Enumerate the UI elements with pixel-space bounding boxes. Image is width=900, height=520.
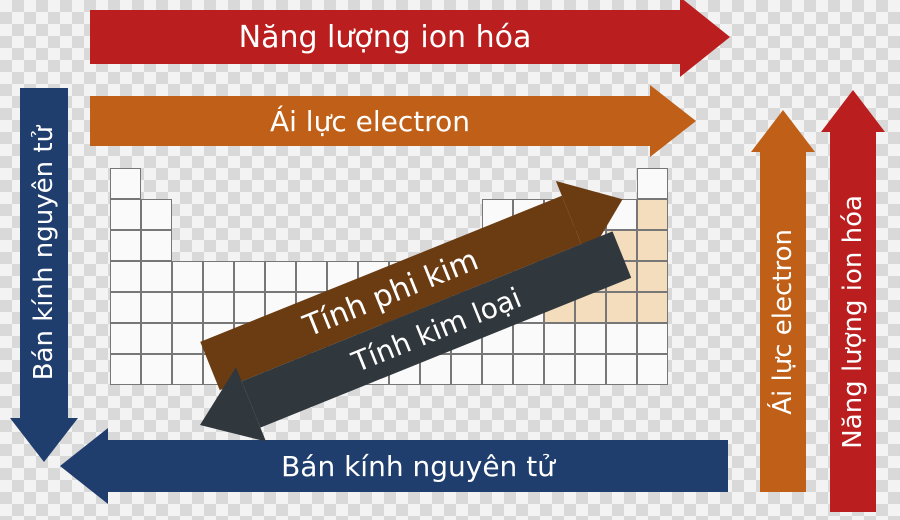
ptable-cell [141, 323, 172, 354]
ptable-cell [637, 199, 668, 230]
ptable-cell [637, 168, 668, 199]
ptable-cell [575, 354, 606, 385]
ptable-cell [482, 354, 513, 385]
ptable-cell [513, 323, 544, 354]
top_red-label: Năng lượng ion hóa [239, 20, 532, 55]
ptable-cell [172, 261, 203, 292]
ptable-cell [606, 323, 637, 354]
left_blue-arrow: Bán kính nguyên tử [20, 88, 68, 462]
ptable-cell [110, 261, 141, 292]
top_red-arrow: Năng lượng ion hóa [90, 10, 730, 64]
ptable-cell [637, 354, 668, 385]
ptable-cell [141, 261, 172, 292]
ptable-cell [141, 199, 172, 230]
ptable-cell [110, 168, 141, 199]
ptable-cell [203, 261, 234, 292]
right_red-arrow: Năng lượng ion hóa [830, 90, 876, 512]
diagram-canvas: Năng lượng ion hóa Ái lực electron Bán kín… [0, 0, 900, 520]
up-arrowhead-icon [751, 110, 815, 152]
left_blue-label: Bán kính nguyên tử [29, 126, 59, 380]
ptable-cell [637, 261, 668, 292]
ptable-cell [141, 230, 172, 261]
right_orange-arrow: Ái lực electron [760, 110, 806, 492]
ptable-cell [296, 261, 327, 292]
ptable-cell [637, 230, 668, 261]
ptable-cell [141, 292, 172, 323]
ptable-cell [513, 354, 544, 385]
ptable-cell [110, 292, 141, 323]
ptable-cell [110, 199, 141, 230]
ptable-cell [172, 292, 203, 323]
ptable-cell [575, 323, 606, 354]
ptable-cell [203, 292, 234, 323]
ptable-cell [141, 354, 172, 385]
right_red-label: Năng lượng ion hóa [838, 195, 868, 449]
ptable-cell [451, 354, 482, 385]
ptable-cell [544, 354, 575, 385]
right_orange-label: Ái lực electron [768, 229, 798, 415]
up-arrowhead-icon [821, 90, 885, 132]
ptable-cell [110, 323, 141, 354]
bottom_blue-label: Bán kính nguyên tử [281, 450, 555, 483]
ptable-cell [172, 323, 203, 354]
ptable-cell [637, 323, 668, 354]
ptable-cell [234, 261, 265, 292]
ptable-cell [606, 354, 637, 385]
bottom_blue-arrow: Bán kính nguyên tử [60, 440, 728, 492]
ptable-cell [637, 292, 668, 323]
right-arrowhead-icon [680, 0, 730, 77]
right-arrowhead-icon [650, 85, 696, 157]
ptable-cell [606, 292, 637, 323]
ptable-cell [544, 323, 575, 354]
ptable-cell [110, 230, 141, 261]
top_orange-label: Ái lực electron [270, 105, 470, 138]
top_orange-arrow: Ái lực electron [90, 96, 696, 146]
ptable-cell [265, 261, 296, 292]
ptable-cell [110, 354, 141, 385]
ptable-cell [172, 354, 203, 385]
down-arrowhead-icon [10, 418, 78, 462]
